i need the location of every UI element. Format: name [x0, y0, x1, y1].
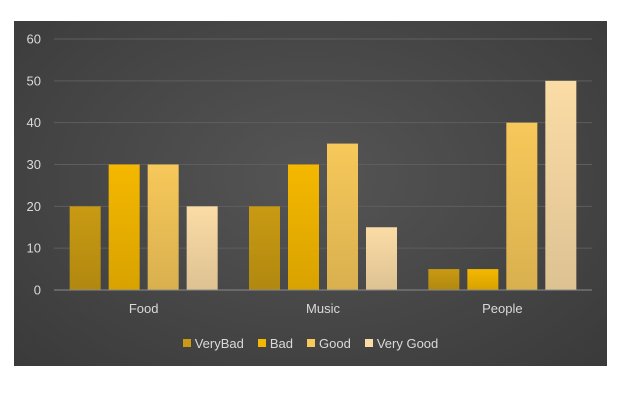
y-tick-label: 50: [27, 73, 41, 88]
bar-music-bad: [288, 164, 319, 290]
bar-food-verybad: [69, 206, 101, 290]
bar-people-good: [506, 122, 538, 291]
legend-item: VeryBad: [182, 335, 244, 351]
y-tick-label: 20: [27, 199, 41, 214]
legend: VeryBad Bad Good Very Good: [14, 333, 607, 353]
legend-item: Good: [307, 336, 351, 351]
legend-swatch: [307, 339, 316, 347]
chart-area: 0 10 20 30 40 50 60 Food Music People VeryBad Bad G…: [14, 21, 607, 366]
bar-people-bad: [467, 269, 499, 290]
x-category-label: Food: [129, 301, 159, 316]
bar-food-good: [147, 164, 179, 290]
legend-label: Good: [319, 335, 351, 351]
legend-item: Bad: [257, 335, 294, 351]
legend-label: Bad: [269, 335, 294, 351]
bar-people-very-good: [545, 80, 577, 290]
bars: [69, 80, 577, 291]
bar-music-good: [327, 143, 358, 290]
legend-label: VeryBad: [194, 335, 244, 351]
y-tick-label: 30: [27, 157, 41, 172]
legend-item: Very Good: [364, 335, 439, 351]
y-tick-label: 60: [27, 32, 41, 47]
bar-food-bad: [108, 164, 140, 290]
bar-music-very-good: [366, 227, 397, 290]
x-category-label: Music: [306, 301, 340, 316]
y-tick-label: 0: [34, 283, 41, 298]
y-tick-label: 40: [27, 115, 41, 130]
gridlines: [54, 38, 592, 249]
bar-chart: 0 10 20 30 40 50 60 Food Music People: [27, 32, 592, 316]
y-tick-label: 10: [27, 241, 41, 256]
legend-swatch: [257, 339, 266, 347]
bar-music-verybad: [249, 206, 280, 290]
legend-label: Very Good: [376, 335, 439, 351]
legend-swatch: [364, 339, 373, 347]
x-category-label: People: [482, 301, 522, 316]
axes: 0 10 20 30 40 50 60 Food Music People: [27, 32, 592, 316]
bar-people-verybad: [428, 269, 460, 290]
bar-food-very-good: [186, 206, 218, 290]
legend-swatch: [182, 339, 191, 347]
